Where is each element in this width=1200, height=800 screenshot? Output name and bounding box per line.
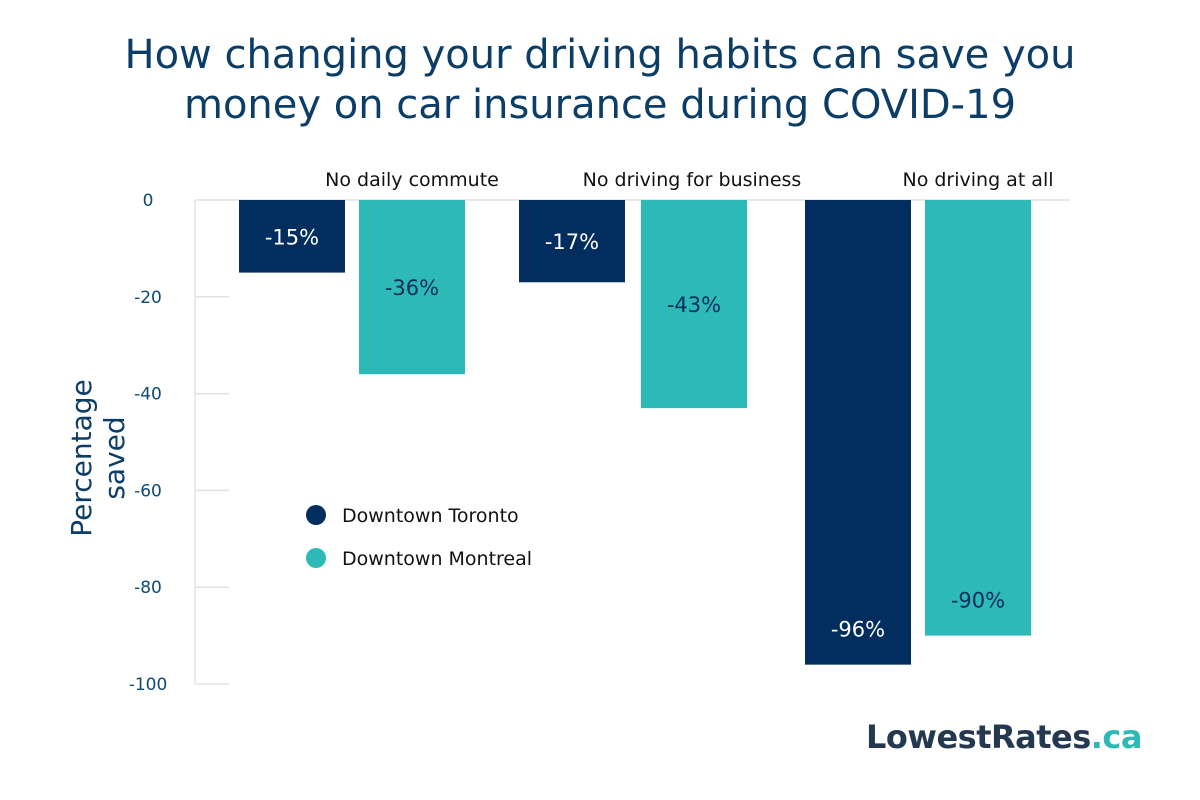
logo: LowestRates.ca: [866, 718, 1142, 756]
legend-marker: [306, 548, 326, 568]
title-line-2: money on car insurance during COVID-19: [183, 82, 1017, 128]
legend-marker: [306, 505, 326, 525]
bar-toronto: [519, 200, 625, 283]
logo-suffix: .ca: [1090, 718, 1143, 756]
category-label: No daily commute: [325, 169, 499, 191]
y-tick-label: -80: [134, 578, 162, 598]
bar-toronto: [239, 200, 345, 273]
data-label: -96%: [831, 618, 885, 642]
data-label: -15%: [265, 225, 319, 249]
data-label: -43%: [667, 293, 721, 317]
logo-main: LowestRates: [866, 718, 1091, 756]
title-line-1: How changing your driving habits can sav…: [124, 32, 1076, 78]
category-label: No driving for business: [583, 169, 802, 191]
y-tick-label: -60: [134, 481, 162, 501]
y-tick-label: -40: [134, 385, 162, 405]
data-label: -36%: [385, 276, 439, 300]
y-tick-label: 0: [143, 191, 154, 211]
bar-montreal: [925, 200, 1031, 636]
legend-label: Downtown Montreal: [342, 548, 532, 570]
bar-montreal: [641, 200, 747, 409]
category-label: No driving at all: [902, 169, 1053, 191]
y-tick-label: -100: [129, 675, 168, 695]
chart-title: How changing your driving habits can sav…: [0, 30, 1200, 130]
data-label: -90%: [951, 589, 1005, 613]
bar-toronto: [805, 200, 911, 665]
bar-montreal: [359, 200, 465, 375]
legend-label: Downtown Toronto: [342, 505, 519, 527]
y-tick-label: -20: [134, 288, 162, 308]
data-label: -17%: [545, 230, 599, 254]
